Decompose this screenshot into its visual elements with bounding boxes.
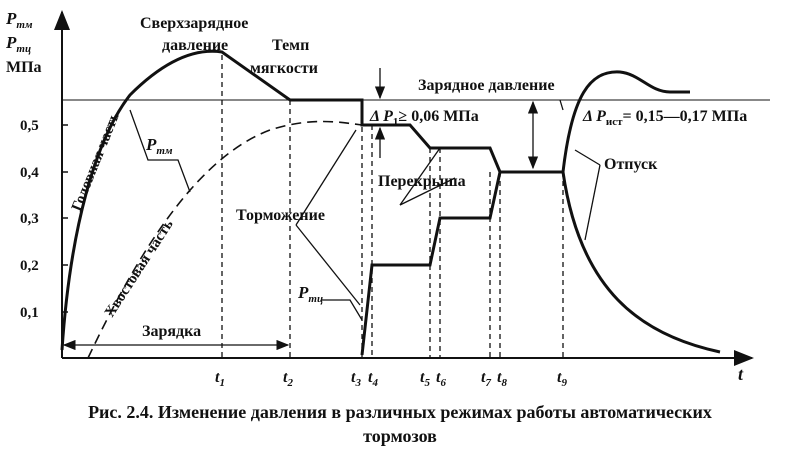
- y-tick-label: 0,2: [20, 258, 39, 274]
- x-tick-label: t1: [215, 369, 225, 389]
- ptm-curve: [60, 49, 690, 351]
- x-tick-label: t3: [351, 369, 361, 389]
- x-tick-label: t6: [436, 369, 446, 389]
- ptc-label: Pтц: [297, 283, 323, 305]
- ptc-curve: [360, 170, 721, 356]
- caption-line-2: тормозов: [363, 426, 437, 446]
- x-tick-label: t9: [557, 369, 567, 389]
- figure-caption: Рис. 2.4. Изменение давления в различных…: [0, 400, 800, 448]
- delta-pst-label: Δ Pист= 0,15—0,17 МПа: [582, 108, 747, 128]
- charge-pressure-label: Зарядное давление: [418, 77, 555, 94]
- x-title: t: [738, 364, 744, 384]
- overcharge-label-2: давление: [162, 37, 228, 54]
- tail-part-label: Хвостовая часть: [102, 217, 177, 320]
- softness-label-1: Темп: [272, 37, 309, 54]
- x-tick-label: t8: [497, 369, 507, 389]
- braking-label: Торможение: [236, 207, 325, 224]
- y-title-ptm: Pтм: [5, 9, 33, 31]
- release-label: Отпуск: [604, 156, 658, 173]
- overcharge-label-1: Сверхзарядное: [140, 15, 248, 32]
- y-tick-label: 0,5: [20, 118, 39, 134]
- y-unit: МПа: [6, 59, 42, 76]
- y-tick-label: 0,1: [20, 305, 39, 321]
- caption-line-1: Рис. 2.4. Изменение давления в различных…: [88, 402, 712, 422]
- tail-part-curve: [87, 120, 363, 359]
- time-markers: [221, 55, 564, 358]
- y-tick-label: 0,4: [20, 165, 39, 181]
- softness-label-2: мягкости: [250, 60, 318, 77]
- y-title-ptc: Pтц: [5, 33, 31, 55]
- overlap-label: Перекрыша: [378, 173, 466, 190]
- delta-p1-label: Δ P1≥ 0,06 МПа: [369, 108, 479, 128]
- x-tick-label: t2: [283, 369, 293, 389]
- leader-lines: [129, 99, 601, 321]
- x-tick-label: t7: [481, 369, 491, 389]
- charging-label: Зарядка: [142, 323, 201, 340]
- ptm-label: Pтм: [145, 135, 173, 157]
- y-tick-label: 0,3: [20, 211, 39, 227]
- head-part-label: Головная часть: [69, 110, 123, 213]
- x-tick-label: t4: [368, 369, 378, 389]
- x-tick-label: t5: [420, 369, 430, 389]
